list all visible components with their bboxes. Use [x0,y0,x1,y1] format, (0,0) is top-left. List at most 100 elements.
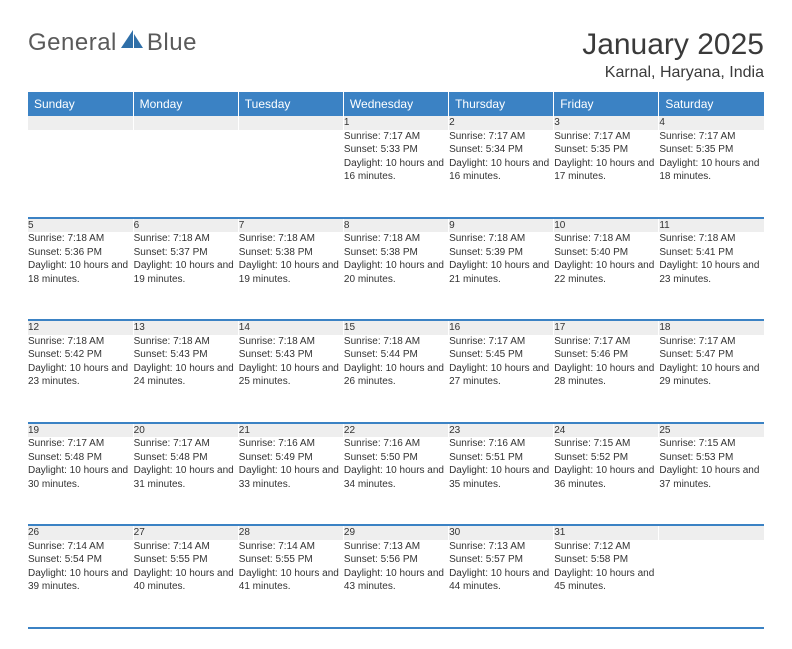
day-number: 6 [133,218,238,233]
sunrise-line: Sunrise: 7:13 AM [344,540,448,554]
sunset-line: Sunset: 5:48 PM [28,451,133,465]
day-cell: Sunrise: 7:16 AMSunset: 5:49 PMDaylight:… [238,437,343,525]
day-content-row: Sunrise: 7:17 AMSunset: 5:33 PMDaylight:… [28,130,764,218]
calendar-table: SundayMondayTuesdayWednesdayThursdayFrid… [28,92,764,629]
day-number: 25 [659,423,764,438]
day-number: 29 [343,525,448,540]
sunset-line: Sunset: 5:43 PM [239,348,343,362]
sunrise-line: Sunrise: 7:18 AM [28,335,133,349]
daylight-line: Daylight: 10 hours and 39 minutes. [28,567,133,594]
sunrise-line: Sunrise: 7:18 AM [28,232,133,246]
day-number: 31 [554,525,659,540]
day-cell: Sunrise: 7:15 AMSunset: 5:52 PMDaylight:… [554,437,659,525]
sunrise-line: Sunrise: 7:17 AM [554,335,658,349]
sunrise-line: Sunrise: 7:17 AM [449,130,553,144]
sunset-line: Sunset: 5:51 PM [449,451,553,465]
sunrise-line: Sunrise: 7:14 AM [28,540,133,554]
day-number: 16 [449,320,554,335]
day-content-row: Sunrise: 7:18 AMSunset: 5:42 PMDaylight:… [28,335,764,423]
sunset-line: Sunset: 5:38 PM [239,246,343,260]
day-number [238,116,343,130]
sunset-line: Sunset: 5:42 PM [28,348,133,362]
day-cell: Sunrise: 7:17 AMSunset: 5:33 PMDaylight:… [343,130,448,218]
sunset-line: Sunset: 5:55 PM [239,553,343,567]
day-number: 19 [28,423,133,438]
day-number: 30 [449,525,554,540]
day-number: 26 [28,525,133,540]
sunset-line: Sunset: 5:47 PM [659,348,764,362]
sunset-line: Sunset: 5:54 PM [28,553,133,567]
day-content-row: Sunrise: 7:14 AMSunset: 5:54 PMDaylight:… [28,540,764,628]
day-number [659,525,764,540]
day-cell: Sunrise: 7:17 AMSunset: 5:46 PMDaylight:… [554,335,659,423]
daylight-line: Daylight: 10 hours and 28 minutes. [554,362,658,389]
day-cell: Sunrise: 7:18 AMSunset: 5:41 PMDaylight:… [659,232,764,320]
day-cell: Sunrise: 7:17 AMSunset: 5:45 PMDaylight:… [449,335,554,423]
day-number: 2 [449,116,554,130]
sunset-line: Sunset: 5:44 PM [344,348,448,362]
sunset-line: Sunset: 5:38 PM [344,246,448,260]
weekday-header: Saturday [659,92,764,116]
daylight-line: Daylight: 10 hours and 40 minutes. [134,567,238,594]
day-number [133,116,238,130]
day-cell: Sunrise: 7:12 AMSunset: 5:58 PMDaylight:… [554,540,659,628]
daylight-line: Daylight: 10 hours and 23 minutes. [28,362,133,389]
day-number: 7 [238,218,343,233]
day-number: 9 [449,218,554,233]
daylight-line: Daylight: 10 hours and 16 minutes. [344,157,448,184]
daylight-line: Daylight: 10 hours and 27 minutes. [449,362,553,389]
sunset-line: Sunset: 5:53 PM [659,451,764,465]
day-number: 20 [133,423,238,438]
sunrise-line: Sunrise: 7:17 AM [554,130,658,144]
day-cell: Sunrise: 7:14 AMSunset: 5:55 PMDaylight:… [133,540,238,628]
daylight-line: Daylight: 10 hours and 44 minutes. [449,567,553,594]
day-number: 14 [238,320,343,335]
day-number: 12 [28,320,133,335]
sunset-line: Sunset: 5:52 PM [554,451,658,465]
daylight-line: Daylight: 10 hours and 37 minutes. [659,464,764,491]
day-cell: Sunrise: 7:18 AMSunset: 5:36 PMDaylight:… [28,232,133,320]
daylight-line: Daylight: 10 hours and 24 minutes. [134,362,238,389]
weekday-header: Tuesday [238,92,343,116]
sunrise-line: Sunrise: 7:15 AM [659,437,764,451]
day-cell [238,130,343,218]
day-cell: Sunrise: 7:18 AMSunset: 5:44 PMDaylight:… [343,335,448,423]
daynum-row: 1234 [28,116,764,130]
sunrise-line: Sunrise: 7:16 AM [449,437,553,451]
day-number [28,116,133,130]
day-cell: Sunrise: 7:18 AMSunset: 5:40 PMDaylight:… [554,232,659,320]
sunrise-line: Sunrise: 7:18 AM [554,232,658,246]
daylight-line: Daylight: 10 hours and 25 minutes. [239,362,343,389]
day-cell: Sunrise: 7:18 AMSunset: 5:42 PMDaylight:… [28,335,133,423]
sunrise-line: Sunrise: 7:18 AM [239,335,343,349]
logo-text-2: Blue [147,29,197,57]
daylight-line: Daylight: 10 hours and 26 minutes. [344,362,448,389]
sunset-line: Sunset: 5:50 PM [344,451,448,465]
day-number: 27 [133,525,238,540]
day-cell: Sunrise: 7:18 AMSunset: 5:43 PMDaylight:… [238,335,343,423]
daylight-line: Daylight: 10 hours and 34 minutes. [344,464,448,491]
day-cell [659,540,764,628]
location: Karnal, Haryana, India [582,64,764,82]
sunset-line: Sunset: 5:35 PM [554,143,658,157]
weekday-header: Monday [133,92,238,116]
day-number: 21 [238,423,343,438]
day-cell: Sunrise: 7:18 AMSunset: 5:37 PMDaylight:… [133,232,238,320]
daynum-row: 12131415161718 [28,320,764,335]
day-cell: Sunrise: 7:14 AMSunset: 5:54 PMDaylight:… [28,540,133,628]
sunrise-line: Sunrise: 7:18 AM [134,232,238,246]
sunrise-line: Sunrise: 7:13 AM [449,540,553,554]
daylight-line: Daylight: 10 hours and 23 minutes. [659,259,764,286]
daylight-line: Daylight: 10 hours and 19 minutes. [134,259,238,286]
sunset-line: Sunset: 5:48 PM [134,451,238,465]
calendar-page: General Blue January 2025 Karnal, Haryan… [0,0,792,649]
day-number: 23 [449,423,554,438]
sunrise-line: Sunrise: 7:18 AM [239,232,343,246]
day-cell: Sunrise: 7:15 AMSunset: 5:53 PMDaylight:… [659,437,764,525]
sunset-line: Sunset: 5:55 PM [134,553,238,567]
daynum-row: 19202122232425 [28,423,764,438]
daylight-line: Daylight: 10 hours and 30 minutes. [28,464,133,491]
day-number: 17 [554,320,659,335]
daylight-line: Daylight: 10 hours and 18 minutes. [659,157,764,184]
calendar-body: 1234Sunrise: 7:17 AMSunset: 5:33 PMDayli… [28,116,764,628]
